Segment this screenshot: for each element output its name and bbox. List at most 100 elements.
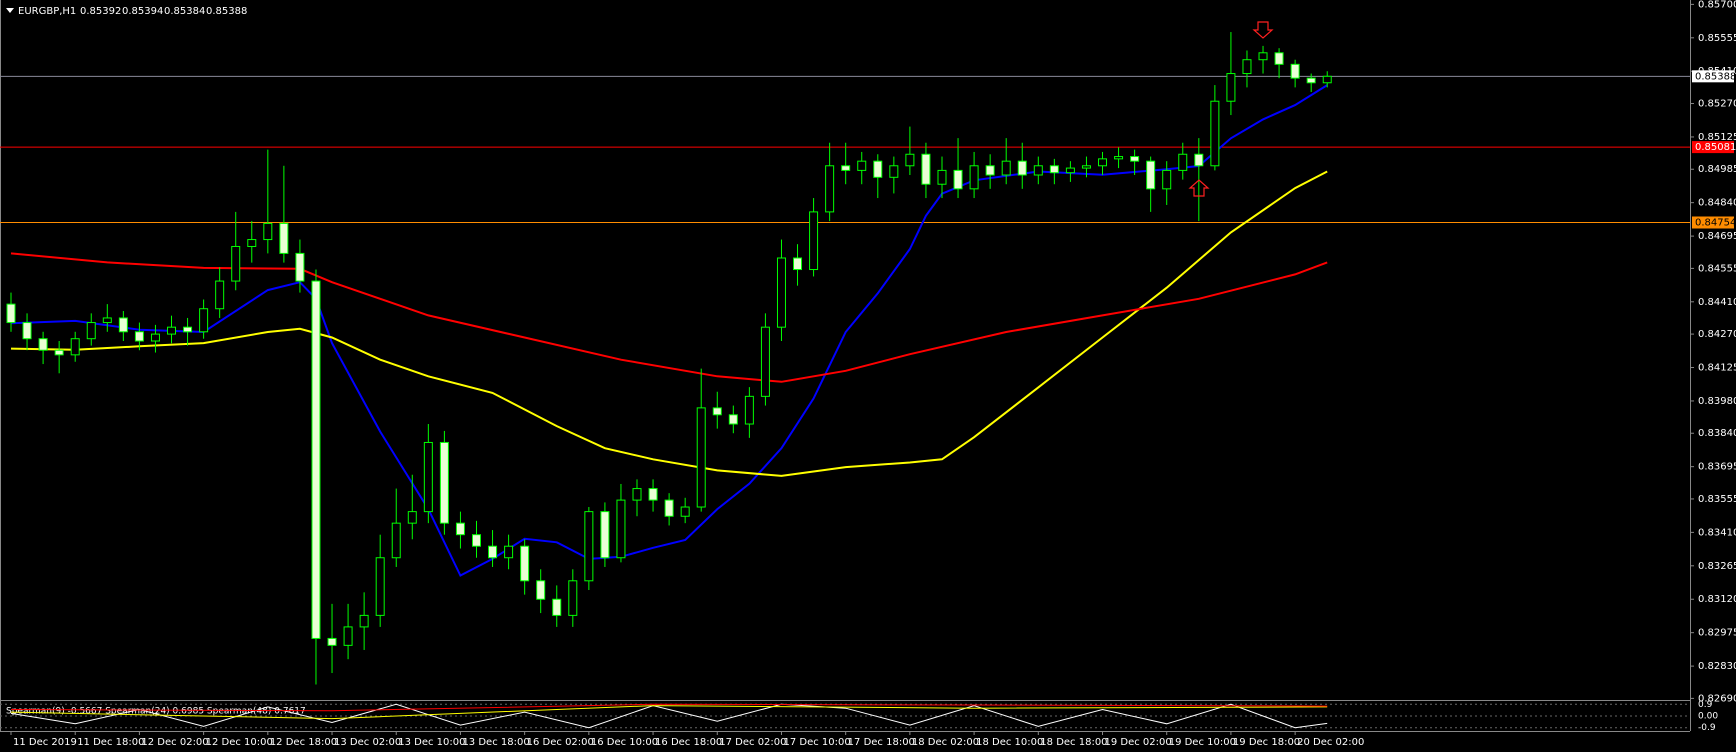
- indicator-tick-label: -0.9: [1698, 723, 1716, 733]
- candle-body: [857, 160, 867, 171]
- candle-body: [1162, 169, 1172, 190]
- candle-body: [1049, 165, 1059, 174]
- y-tick-label: 0.84125: [1698, 363, 1736, 374]
- y-tick-label: 0.82975: [1698, 628, 1736, 639]
- x-tick-label: 12 Dec 18:00: [270, 737, 337, 748]
- candle-body: [1017, 160, 1027, 176]
- y-tick-label: 0.85555: [1698, 33, 1736, 44]
- x-tick-label: 19 Dec 02:00: [1105, 737, 1172, 748]
- candle-body: [118, 317, 128, 333]
- candle-body: [150, 333, 160, 342]
- y-tick-label: 0.84985: [1698, 164, 1736, 175]
- candle-body: [1242, 59, 1252, 75]
- sell-arrow: [1252, 21, 1274, 39]
- candle-body: [359, 614, 369, 628]
- y-tick-label: 0.85700: [1698, 0, 1736, 10]
- x-tick-label: 18 Dec 02:00: [912, 737, 979, 748]
- x-tick-label: 18 Dec 10:00: [976, 737, 1043, 748]
- x-tick-label: 16 Dec 18:00: [655, 737, 722, 748]
- candle-body: [1226, 73, 1236, 102]
- x-tick-label: 11 Dec 18:00: [77, 737, 144, 748]
- candle-body: [1114, 156, 1124, 160]
- candle-body: [134, 331, 144, 342]
- x-tick-label: 12 Dec 10:00: [206, 737, 273, 748]
- candle-body: [504, 545, 514, 559]
- candle-body: [1274, 52, 1284, 65]
- level-label: 0.85388: [1695, 71, 1736, 82]
- candle-body: [969, 165, 979, 190]
- candle-body: [1033, 165, 1043, 176]
- candle-body: [1146, 160, 1156, 190]
- candle-body: [455, 522, 465, 536]
- x-tick-label: 13 Dec 18:00: [462, 737, 529, 748]
- level-label-bg: [1692, 141, 1734, 154]
- candle-body: [793, 257, 803, 271]
- level-label-bg: [1692, 216, 1734, 229]
- candle-body: [809, 211, 819, 271]
- symbol: EURGBP,H1: [18, 6, 76, 17]
- y-tick-label: 0.83840: [1698, 428, 1736, 439]
- quote-value: 0.85384: [164, 6, 205, 17]
- candle-body: [584, 511, 594, 582]
- candle-body: [407, 511, 417, 524]
- candle-body: [215, 280, 225, 310]
- indicator-tick-label: 0.9: [1698, 700, 1713, 710]
- y-tick-label: 0.84410: [1698, 297, 1736, 308]
- y-tick-label: 0.83695: [1698, 462, 1736, 473]
- candle-body: [263, 222, 273, 241]
- candle-body: [664, 499, 674, 517]
- quote-value: 0.85388: [206, 6, 247, 17]
- candle-body: [889, 165, 899, 178]
- level-label: 0.85081: [1695, 142, 1736, 153]
- candle-body: [760, 326, 770, 397]
- y-tick-label: 0.85125: [1698, 132, 1736, 143]
- candle-body: [471, 534, 481, 547]
- y-tick-label: 0.83980: [1698, 396, 1736, 407]
- candle-body: [632, 488, 642, 501]
- candle-body: [1001, 160, 1011, 176]
- y-tick-label: 0.83120: [1698, 594, 1736, 605]
- x-tick-label: 19 Dec 10:00: [1169, 737, 1236, 748]
- x-tick-label: 19 Dec 18:00: [1233, 737, 1300, 748]
- menu-icon: [6, 8, 14, 13]
- candle-body: [648, 488, 658, 501]
- candle-body: [70, 338, 80, 356]
- x-tick-label: 12 Dec 02:00: [141, 737, 208, 748]
- x-tick-label: 11 Dec 2019: [13, 737, 77, 748]
- y-tick-label: 0.83555: [1698, 494, 1736, 505]
- candle-body: [327, 637, 337, 646]
- level-label: 0.84754: [1695, 217, 1736, 228]
- y-tick-label: 0.84695: [1698, 231, 1736, 242]
- candle-body: [1065, 167, 1075, 174]
- y-tick-label: 0.82690: [1698, 693, 1736, 704]
- candle-body: [953, 169, 963, 190]
- candle-body: [343, 626, 353, 646]
- candle-body: [744, 395, 754, 425]
- indicator-label: Spearman(9) -0.5667 Spearman(24) 0.6985 …: [6, 707, 306, 717]
- candle-body: [600, 511, 610, 559]
- candle-body: [423, 441, 433, 513]
- candle-body: [391, 522, 401, 559]
- x-tick-label: 20 Dec 02:00: [1297, 737, 1364, 748]
- candle-body: [825, 165, 835, 213]
- candle-body: [712, 407, 722, 416]
- y-tick-label: 0.82830: [1698, 661, 1736, 672]
- candle-body: [86, 322, 96, 340]
- quote-value: 0.85392: [80, 6, 121, 17]
- candle-body: [1130, 156, 1140, 162]
- candle-body: [311, 280, 321, 639]
- y-tick-label: 0.85270: [1698, 99, 1736, 110]
- x-tick-label: 16 Dec 02:00: [527, 737, 594, 748]
- candle-body: [937, 169, 947, 185]
- candle-body: [841, 165, 851, 171]
- marks: [0, 32, 1690, 685]
- candle-body: [873, 160, 883, 178]
- candle-body: [167, 326, 177, 335]
- moving-average: [10, 170, 1328, 477]
- x-tick-label: 13 Dec 02:00: [334, 737, 401, 748]
- x-tick-label: 17 Dec 02:00: [719, 737, 786, 748]
- indicator-line: [10, 703, 1328, 712]
- candle-body: [905, 153, 915, 167]
- candle-body: [616, 499, 626, 559]
- candle-body: [985, 165, 995, 176]
